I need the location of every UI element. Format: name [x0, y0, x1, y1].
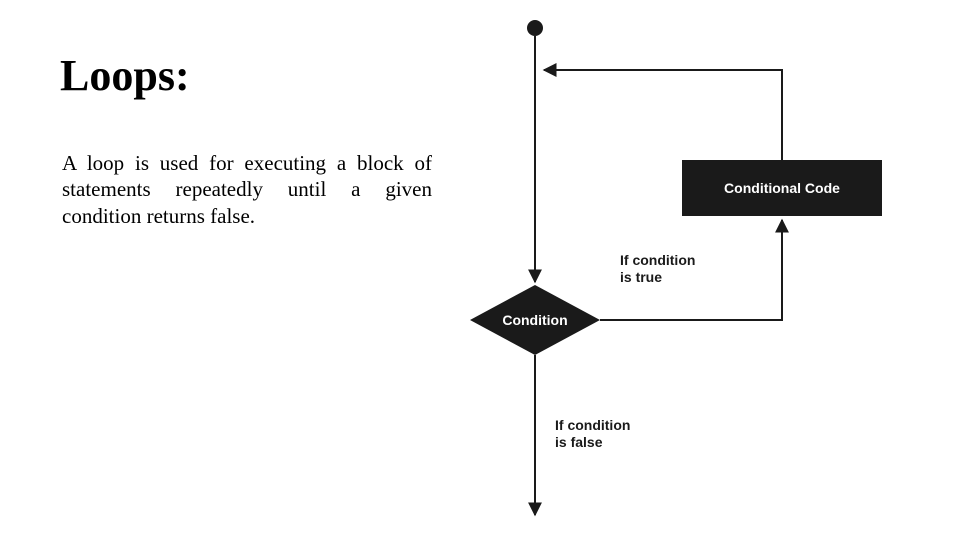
condition-node: Condition — [470, 285, 600, 355]
slide-title: Loops: — [60, 50, 190, 101]
label-false-1: If condition — [555, 417, 630, 433]
loop-flowchart: Condition If condition is true Condition… — [450, 10, 930, 530]
code-label: Conditional Code — [724, 180, 840, 196]
start-node — [527, 20, 543, 36]
label-false-2: is false — [555, 434, 603, 450]
edge-code-to-merge — [544, 70, 782, 160]
condition-label: Condition — [502, 312, 567, 328]
code-node: Conditional Code — [682, 160, 882, 216]
slide-body: A loop is used for executing a block of … — [62, 150, 432, 229]
label-true-2: is true — [620, 269, 662, 285]
label-true-1: If condition — [620, 252, 695, 268]
